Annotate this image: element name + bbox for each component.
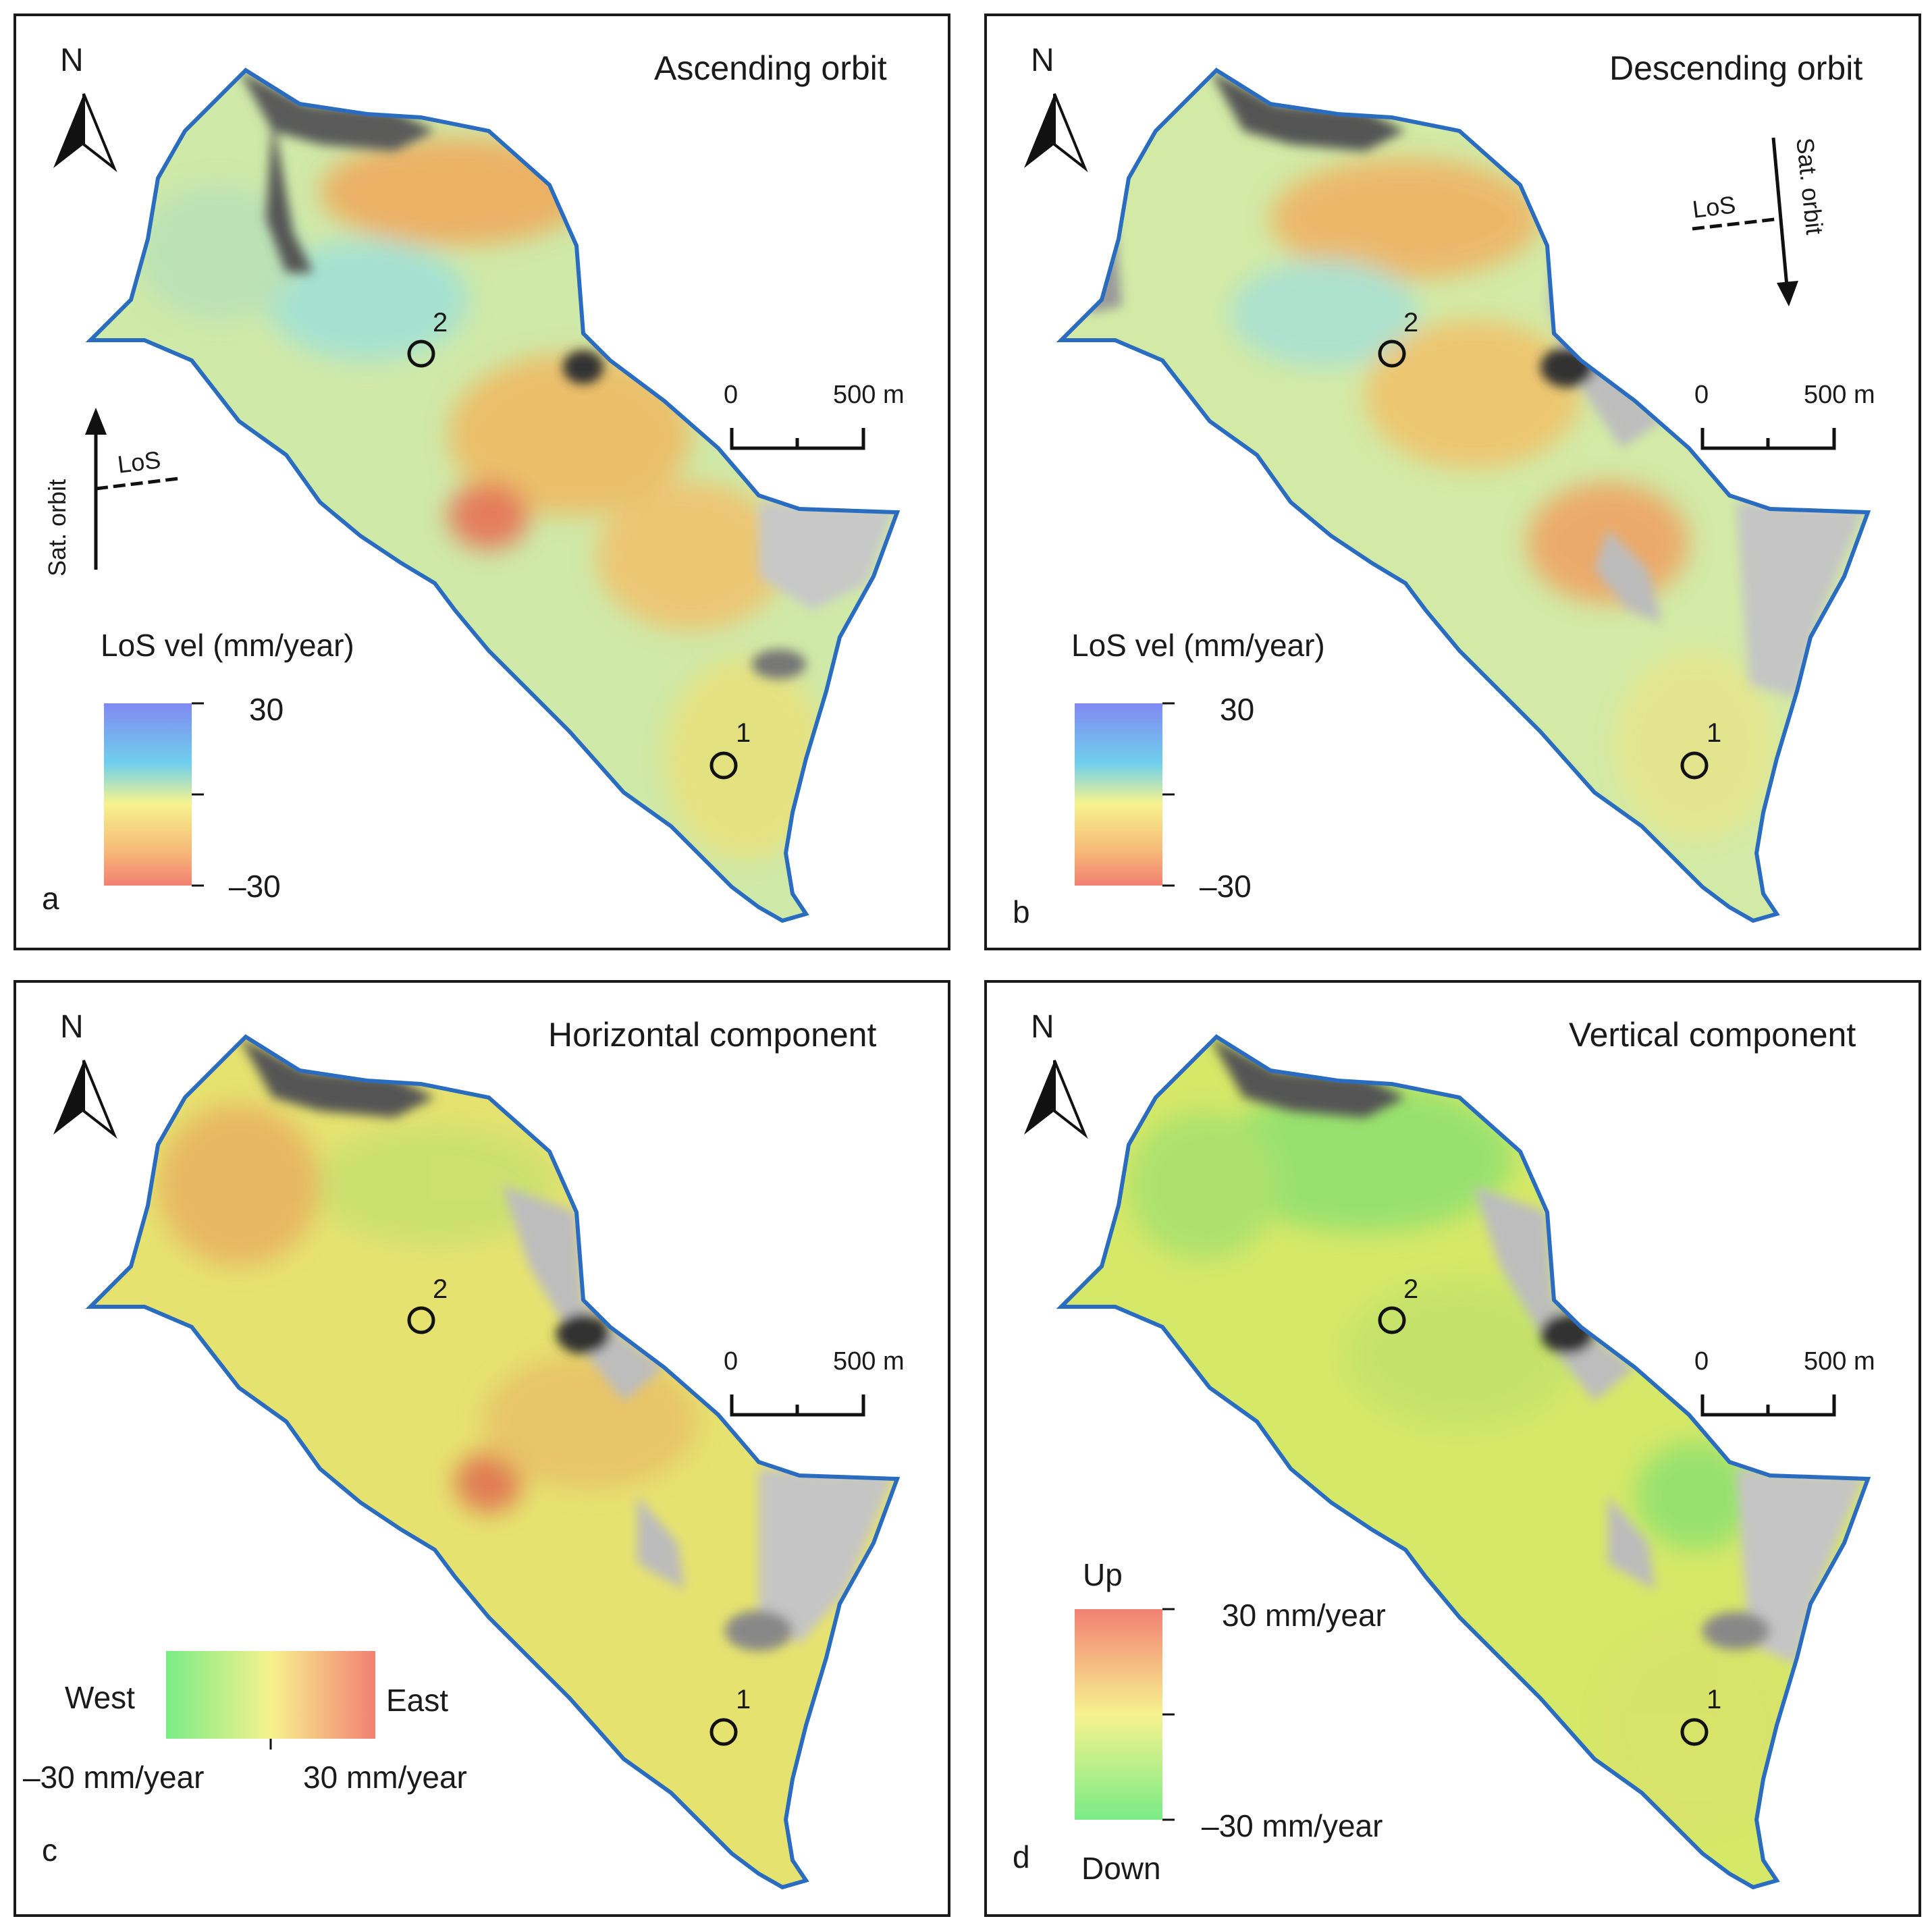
legend-colorbar-d — [1075, 1609, 1162, 1820]
site-2-label: 2 — [433, 308, 448, 337]
los-label: LoS — [115, 445, 163, 479]
north-label: N — [1031, 1009, 1054, 1045]
sat-orbit-arrow-icon — [1692, 137, 1789, 287]
legend-colorbar-a — [104, 703, 192, 886]
scale-label-start: 0 — [1694, 381, 1709, 409]
legend-min-label: –30 mm/year — [23, 1760, 205, 1795]
legend-min-label: –30 — [229, 869, 281, 904]
sat-orbit-arrow-icon — [94, 428, 179, 570]
legend-west-label: West — [65, 1680, 135, 1715]
site-1-label: 1 — [736, 1685, 751, 1714]
panel-a: Ascending orbit N 0 500 m 2 1 Sat. orbit… — [14, 13, 950, 950]
panel-letter: a — [42, 881, 59, 916]
north-label: N — [60, 43, 84, 78]
scale-label-end: 500 m — [1804, 381, 1875, 409]
site-2-label: 2 — [1403, 1274, 1419, 1304]
site-2-marker — [407, 340, 435, 368]
site-1-marker — [709, 751, 738, 780]
scale-bar — [1700, 428, 1836, 450]
legend-max-label: 30 — [249, 692, 284, 727]
panel-letter: d — [1013, 1839, 1030, 1874]
legend-title: LoS vel (mm/year) — [1071, 628, 1325, 663]
scale-label-start: 0 — [724, 381, 739, 409]
scale-bar — [730, 1394, 865, 1417]
site-2-marker — [1378, 1306, 1406, 1334]
site-1-marker — [1680, 1718, 1709, 1746]
legend-title: LoS vel (mm/year) — [101, 628, 354, 663]
scale-label-start: 0 — [724, 1347, 739, 1376]
los-label: LoS — [1690, 190, 1738, 223]
scale-bar — [1700, 1394, 1836, 1417]
scale-label-end: 500 m — [833, 1347, 905, 1376]
map-a — [53, 16, 948, 948]
legend-min-label: –30 mm/year — [1202, 1808, 1383, 1843]
site-2-marker — [407, 1306, 435, 1334]
scale-label-end: 500 m — [833, 381, 905, 409]
map-b — [1024, 16, 1918, 948]
legend-east-label: East — [386, 1683, 449, 1718]
legend-min-label: –30 — [1200, 869, 1252, 904]
site-2-marker — [1378, 340, 1406, 368]
north-label: N — [1031, 43, 1054, 78]
north-label: N — [60, 1009, 84, 1045]
legend-max-label: 30 mm/year — [1222, 1598, 1386, 1633]
panel-title: Descending orbit — [1609, 49, 1863, 87]
legend-colorbar-b — [1075, 703, 1162, 886]
scale-bar — [730, 428, 865, 450]
panel-letter: c — [42, 1833, 57, 1868]
site-1-marker — [709, 1718, 738, 1746]
panel-title: Vertical component — [1569, 1016, 1856, 1054]
panel-letter: b — [1013, 894, 1030, 929]
site-1-label: 1 — [736, 718, 751, 748]
scale-label-start: 0 — [1694, 1347, 1709, 1376]
site-1-label: 1 — [1707, 718, 1722, 748]
site-1-label: 1 — [1707, 1685, 1722, 1714]
north-arrow-icon — [1024, 93, 1088, 173]
legend-max-label: 30 — [1220, 692, 1255, 727]
scale-label-end: 500 m — [1804, 1347, 1875, 1376]
map-d — [1024, 983, 1918, 1914]
north-arrow-icon — [53, 1060, 117, 1139]
panel-c: Horizontal component N 0 500 m 2 1 West … — [14, 980, 950, 1917]
site-1-marker — [1680, 751, 1709, 780]
legend-max-label: 30 mm/year — [303, 1760, 467, 1795]
legend-colorbar-c — [166, 1651, 375, 1739]
legend-down-label: Down — [1081, 1851, 1161, 1886]
map-c — [53, 983, 948, 1914]
legend-up-label: Up — [1083, 1557, 1123, 1592]
panel-d: Vertical component N 0 500 m 2 1 Up 30 m… — [984, 980, 1921, 1917]
panel-title: Horizontal component — [548, 1016, 877, 1054]
panel-title: Ascending orbit — [654, 49, 887, 87]
north-arrow-icon — [1024, 1060, 1088, 1139]
site-2-label: 2 — [1403, 308, 1419, 337]
panel-b: Descending orbit N 0 500 m 2 1 Sat. orbi… — [984, 13, 1921, 950]
north-arrow-icon — [53, 93, 117, 173]
site-2-label: 2 — [433, 1274, 448, 1304]
sat-orbit-label: Sat. orbit — [43, 479, 71, 576]
